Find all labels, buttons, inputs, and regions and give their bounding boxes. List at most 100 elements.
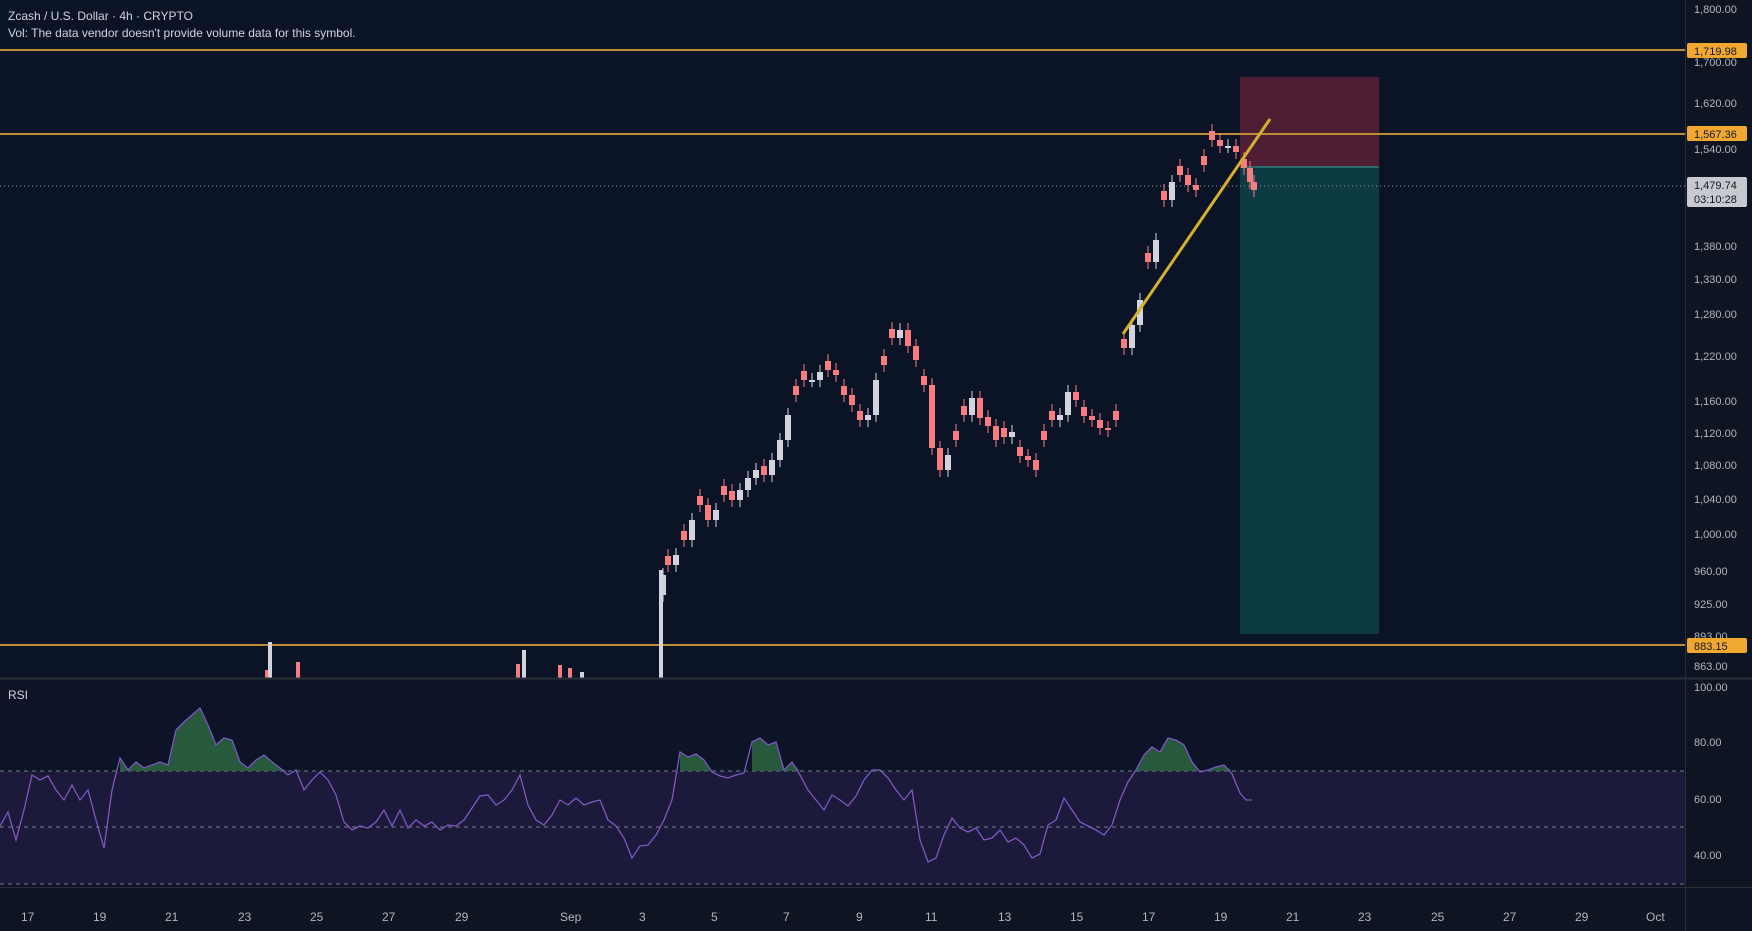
time-tick: 19: [93, 910, 107, 924]
time-tick: 21: [1286, 910, 1300, 924]
candle-body: [1201, 156, 1207, 165]
trendline[interactable]: [1121, 118, 1272, 335]
candle-body: [1177, 166, 1183, 175]
time-axis[interactable]: 17 19 21 23 25 27 29 Sep 3 5 7 9 11 13 1…: [21, 910, 1665, 924]
current-price-text: 1,479.74: [1694, 180, 1737, 192]
candle-body: [1017, 447, 1023, 456]
candle-body: [1169, 182, 1175, 200]
candle-body: [1065, 392, 1071, 415]
candle-body: [841, 386, 847, 395]
candle-body: [713, 510, 719, 520]
candle-body: [1113, 411, 1119, 420]
price-pane[interactable]: [0, 0, 1685, 678]
candle-body: [753, 470, 759, 478]
candle-body: [721, 486, 727, 495]
candle-body: [689, 520, 695, 540]
price-tick: 1,120.00: [1694, 428, 1737, 440]
time-tick: 9: [856, 910, 863, 924]
candle-body: [961, 406, 967, 415]
time-tick: 7: [783, 910, 790, 924]
candle-body: [913, 346, 919, 360]
rsi-tick: 80.00: [1694, 737, 1722, 749]
time-tick: 3: [639, 910, 646, 924]
candle-body: [705, 505, 711, 520]
candle-body: [1185, 175, 1191, 185]
rsi-line: [0, 706, 1252, 863]
candle-body: [516, 664, 520, 678]
rsi-axis[interactable]: 100.00 80.00 60.00 40.00: [1694, 682, 1728, 862]
price-tick: 1,160.00: [1694, 396, 1737, 408]
rsi-tick: 40.00: [1694, 850, 1722, 862]
candle-body: [1153, 240, 1159, 262]
candle-body: [1137, 300, 1143, 325]
candle-body: [1233, 146, 1239, 152]
candle-body: [1009, 432, 1015, 437]
candle-body: [937, 448, 943, 470]
price-tag-1567-text: 1,567.36: [1694, 129, 1737, 141]
candle-body: [833, 370, 839, 375]
time-tick: 29: [1575, 910, 1589, 924]
price-tick: 925.00: [1694, 599, 1728, 611]
time-tick: Sep: [560, 910, 582, 924]
candle-body: [568, 668, 572, 678]
price-tick: 1,620.00: [1694, 98, 1737, 110]
candle-body: [889, 329, 895, 338]
time-tick: 25: [1431, 910, 1445, 924]
time-tick: 29: [455, 910, 469, 924]
time-tick: 23: [238, 910, 252, 924]
price-axis[interactable]: 1,800.00 1,700.00 1,620.00 1,540.00 1,38…: [1694, 4, 1737, 673]
time-tick: Oct: [1646, 910, 1665, 924]
candle-body: [769, 460, 775, 475]
price-tick: 1,000.00: [1694, 529, 1737, 541]
candle-body: [1041, 431, 1047, 440]
time-tick: 23: [1358, 910, 1372, 924]
time-tick: 11: [925, 910, 938, 924]
candle-body: [1001, 428, 1007, 437]
time-tick: 17: [1142, 910, 1156, 924]
candle-body: [953, 431, 959, 440]
time-tick: 27: [382, 910, 396, 924]
price-tick: 1,380.00: [1694, 241, 1737, 253]
candle-body: [1251, 182, 1257, 190]
volume-notice: Vol: The data vendor doesn't provide vol…: [8, 26, 356, 40]
price-tag-883-text: 883.15: [1694, 641, 1728, 653]
price-tag-1719: [1687, 43, 1747, 58]
time-tick: 27: [1503, 910, 1517, 924]
price-tick: 960.00: [1694, 566, 1728, 578]
candle-body: [697, 496, 703, 505]
candle-body: [1217, 140, 1223, 146]
candle-body: [1247, 168, 1253, 182]
price-tick: 1,330.00: [1694, 274, 1737, 286]
price-tick: 1,540.00: [1694, 144, 1737, 156]
time-tick: 19: [1214, 910, 1228, 924]
time-tick: 17: [21, 910, 35, 924]
candle-body: [1225, 146, 1231, 148]
time-tick: 13: [998, 910, 1012, 924]
candle-body: [873, 380, 879, 415]
candle-body: [793, 386, 799, 395]
price-tick: 1,700.00: [1694, 57, 1737, 69]
position-risk-zone[interactable]: [1240, 77, 1379, 167]
candle-body: [659, 570, 663, 678]
position-reward-zone[interactable]: [1240, 167, 1379, 634]
candle-body: [1193, 185, 1199, 190]
chart-title[interactable]: Zcash / U.S. Dollar · 4h · CRYPTO: [8, 9, 193, 23]
candle-body: [857, 411, 863, 420]
candle-body: [1073, 392, 1079, 400]
candle-body: [905, 330, 911, 346]
candle-body: [1145, 253, 1151, 262]
candle-body: [777, 440, 783, 460]
current-price-tag: [1687, 177, 1747, 207]
price-tick: 1,800.00: [1694, 4, 1737, 16]
candle-body: [921, 376, 927, 385]
candle-body: [665, 556, 671, 565]
countdown-text: 03:10:28: [1694, 194, 1737, 206]
rsi-title[interactable]: RSI: [8, 688, 29, 702]
price-tick: 1,220.00: [1694, 351, 1737, 363]
candle-body: [809, 380, 815, 382]
candle-body: [849, 395, 855, 405]
candle-body: [296, 662, 300, 678]
candle-body: [825, 361, 831, 370]
candle-body: [558, 665, 562, 678]
